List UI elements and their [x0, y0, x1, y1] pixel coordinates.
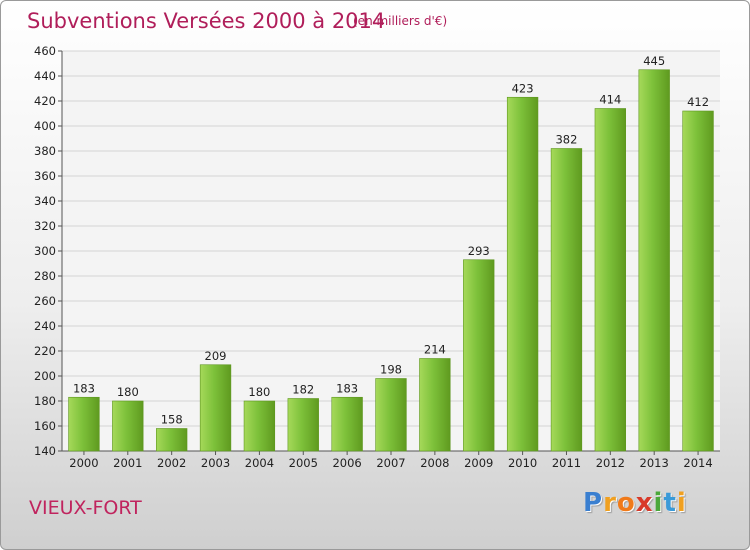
x-tick-label: 2001	[113, 456, 142, 470]
y-tick-label: 220	[34, 344, 56, 358]
y-tick-label: 200	[34, 369, 56, 383]
x-tick-label: 2012	[596, 456, 625, 470]
chart-subtitle: (en milliers d'€)	[353, 14, 448, 28]
y-tick-label: 420	[34, 94, 56, 108]
y-tick-label: 340	[34, 194, 56, 208]
bar	[287, 398, 319, 452]
bars	[68, 69, 714, 452]
y-tick-label: 260	[34, 294, 56, 308]
labels: 140 160 180 200 220 240 260 280 300 320 340 360 380 4…	[34, 44, 713, 470]
y-tick-label: 380	[34, 144, 56, 158]
data-label: 414	[599, 93, 621, 107]
x-tick-label: 2010	[508, 456, 537, 470]
x-tick-label: 2003	[201, 456, 230, 470]
x-tick-label: 2009	[464, 456, 493, 470]
bar	[594, 108, 626, 452]
data-label: 382	[555, 133, 577, 147]
data-label: 182	[292, 383, 314, 397]
chart-title: Subventions Versées 2000 à 2014	[27, 9, 386, 33]
y-tick-label: 320	[34, 219, 56, 233]
proxiti-logo: Proxiti	[583, 488, 687, 518]
logo-letter: t	[663, 488, 677, 518]
bar	[682, 110, 714, 452]
bar	[243, 400, 276, 452]
logo-letter: i	[676, 488, 687, 518]
bar	[506, 96, 539, 452]
y-tick-label: 180	[34, 394, 56, 408]
x-tick-label: 2007	[376, 456, 405, 470]
data-label: 183	[336, 381, 358, 395]
bar	[638, 69, 670, 452]
y-tick-label: 240	[34, 319, 56, 333]
x-tick-label: 2011	[552, 456, 581, 470]
y-tick-label: 360	[34, 169, 56, 183]
logo-letter: P	[583, 488, 604, 518]
data-label: 183	[73, 381, 95, 395]
x-tick-label: 2005	[289, 456, 318, 470]
logo-letter: o	[616, 488, 636, 518]
data-label: 445	[643, 54, 665, 68]
y-tick-label: 460	[34, 44, 56, 58]
data-label: 180	[117, 385, 139, 399]
data-label: 158	[161, 413, 183, 427]
bar	[156, 428, 188, 452]
data-label: 423	[512, 81, 534, 95]
y-tick-label: 440	[34, 69, 56, 83]
data-label: 293	[468, 244, 490, 258]
data-label: 412	[687, 95, 709, 109]
data-label: 180	[248, 385, 270, 399]
logo-letter: i	[653, 488, 664, 518]
data-label: 214	[424, 343, 446, 357]
y-tick-label: 280	[34, 269, 56, 283]
bar	[550, 148, 583, 452]
x-tick-label: 2002	[157, 456, 186, 470]
bar	[419, 358, 451, 452]
place-name: VIEUX-FORT	[29, 497, 142, 519]
bar	[199, 364, 232, 452]
y-tick-label: 300	[34, 244, 56, 258]
x-tick-label: 2008	[420, 456, 449, 470]
x-tick-label: 2014	[683, 456, 712, 470]
x-tick-label: 2013	[640, 456, 669, 470]
logo-letter: x	[635, 488, 654, 518]
data-label: 198	[380, 363, 402, 377]
x-tick-label: 2004	[245, 456, 274, 470]
bar	[375, 378, 407, 452]
data-label: 209	[205, 349, 227, 363]
bar	[463, 259, 495, 452]
logo-letter: r	[603, 488, 617, 518]
bar-chart: 140 160 180 200 220 240 260 280 300 320 340 360 380 4…	[34, 44, 720, 470]
y-tick-label: 140	[34, 444, 56, 458]
y-tick-label: 160	[34, 419, 56, 433]
bar	[112, 400, 144, 452]
y-tick-label: 400	[34, 119, 56, 133]
x-tick-label: 2006	[332, 456, 361, 470]
x-tick-label: 2000	[69, 456, 98, 470]
bar	[331, 396, 363, 452]
bar	[68, 396, 100, 452]
